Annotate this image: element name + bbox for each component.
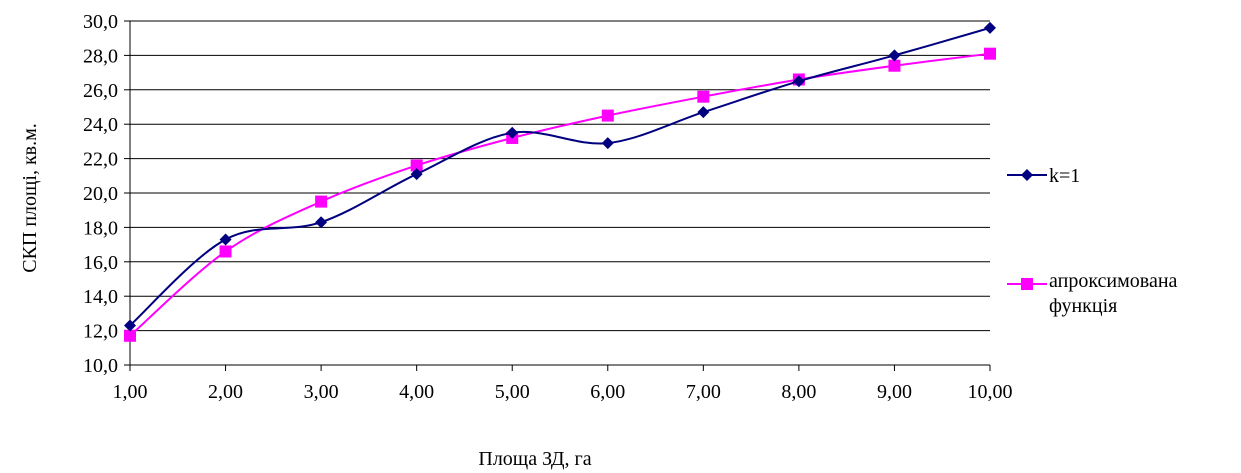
y-tick-labels: 10,0 12,0 14,0 16,0 18,0 20,0 22,0 24,0 26,0 28,0…: [83, 11, 118, 377]
y-tick-label: 18,0: [83, 217, 118, 239]
data-point-k1: [506, 126, 519, 139]
data-point-approx: [601, 109, 614, 122]
y-tick-label: 20,0: [83, 183, 118, 205]
y-tick-label: 22,0: [83, 149, 118, 171]
legend-label-approx-line2: функція: [1049, 295, 1117, 317]
y-tick-label: 28,0: [83, 45, 118, 67]
series-group: [124, 21, 996, 342]
data-point-k1: [984, 21, 996, 34]
data-point-approx: [984, 47, 996, 60]
series-line-k1: [129, 26, 991, 327]
data-point-k1: [601, 137, 614, 150]
x-axis-title: Площа ЗД, га: [478, 448, 591, 470]
x-tick-label: 3,00: [304, 381, 339, 403]
data-point-k1: [219, 233, 232, 246]
legend-item-approx: апроксимована функція: [1007, 270, 1178, 317]
x-tick-label: 9,00: [877, 381, 912, 403]
y-tick-label: 26,0: [83, 80, 118, 102]
x-tick-label: 6,00: [590, 381, 625, 403]
x-tick-label: 7,00: [686, 381, 721, 403]
data-point-k1: [888, 49, 901, 62]
legend-label-k1: k=1: [1049, 165, 1080, 187]
y-tick-label: 16,0: [83, 252, 118, 274]
x-tick-label: 5,00: [495, 381, 530, 403]
y-tick-label: 12,0: [83, 321, 118, 343]
legend-marker-approx: [1021, 278, 1033, 290]
data-point-approx: [124, 329, 136, 342]
data-point-k1: [410, 168, 423, 181]
legend: k=1 апроксимована функція: [1007, 165, 1178, 317]
data-point-k1: [697, 106, 710, 119]
data-point-k1: [124, 319, 136, 332]
x-tick-label: 4,00: [399, 381, 434, 403]
x-tick-label: 8,00: [781, 381, 816, 403]
data-point-approx: [410, 159, 423, 172]
data-point-approx: [888, 59, 901, 72]
data-point-approx: [697, 90, 710, 103]
legend-marker-k1: [1021, 169, 1033, 181]
legend-label-approx-line1: апроксимована: [1049, 270, 1178, 292]
legend-item-k1: k=1: [1007, 165, 1080, 187]
x-tick-label: 1,00: [113, 381, 148, 403]
series-line-approx: [129, 52, 991, 337]
data-point-approx: [219, 245, 232, 258]
y-axis-title: СКП площі, кв.м.: [19, 123, 41, 273]
x-tick-label: 10,00: [968, 381, 1013, 403]
y-tick-label: 30,0: [83, 11, 118, 33]
grid-lines: [130, 20, 990, 332]
y-tick-label: 24,0: [83, 114, 118, 136]
y-tick-label: 10,0: [83, 355, 118, 377]
y-tick-label: 14,0: [83, 286, 118, 308]
x-tick-label: 2,00: [208, 381, 243, 403]
x-tick-labels: 1,00 2,00 3,00 4,00 5,00 6,00 7,00 8,00 9,00 10,0…: [113, 381, 1013, 403]
axes: [124, 20, 991, 371]
data-point-k1: [315, 216, 328, 229]
data-point-k1: [792, 75, 805, 88]
data-point-approx: [315, 195, 328, 208]
